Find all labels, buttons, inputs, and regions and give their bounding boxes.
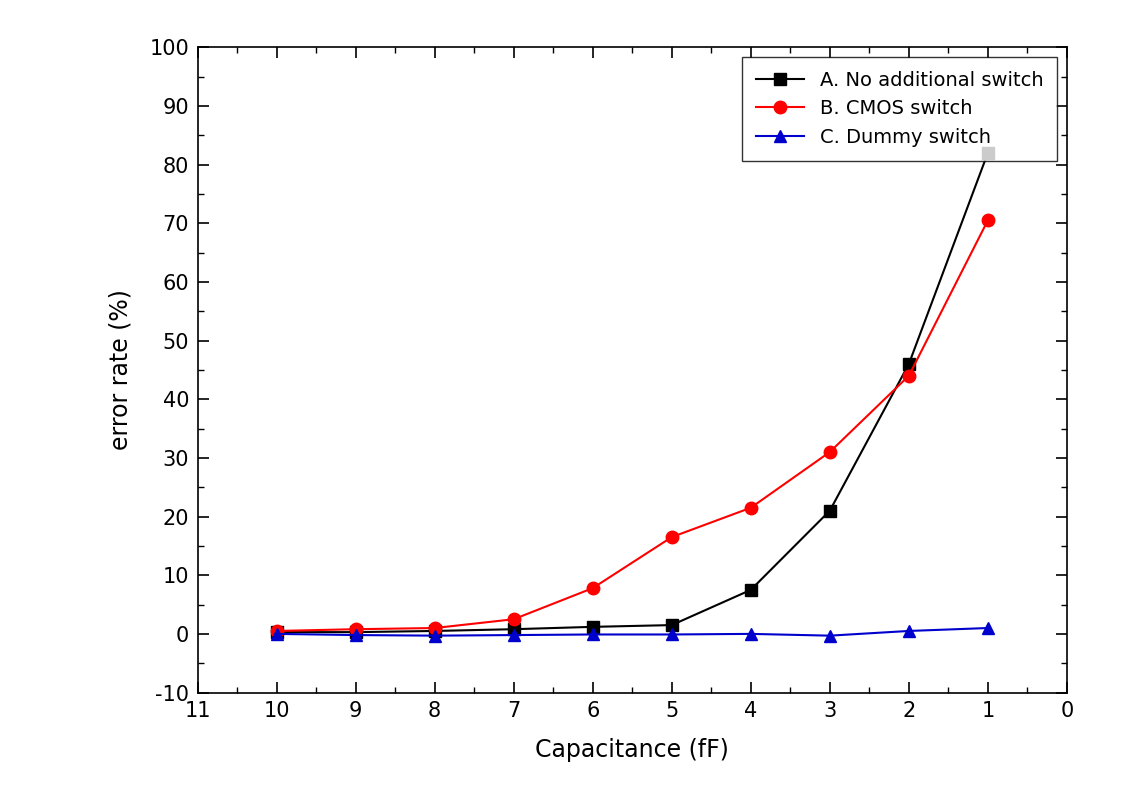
B. CMOS switch [823,447,837,456]
B. CMOS switch [428,623,441,633]
A. No additional switch [586,623,599,632]
Line: C. Dummy switch: C. Dummy switch [270,622,995,642]
C. Dummy switch [349,630,362,640]
B. CMOS switch [586,583,599,593]
B. CMOS switch [507,615,520,624]
B. CMOS switch [349,624,362,634]
B. CMOS switch [902,371,916,380]
C. Dummy switch [586,630,599,639]
A. No additional switch [665,620,679,630]
B. CMOS switch [981,216,995,225]
Legend: A. No additional switch, B. CMOS switch, C. Dummy switch: A. No additional switch, B. CMOS switch,… [742,57,1057,161]
C. Dummy switch [428,631,441,641]
C. Dummy switch [902,626,916,636]
A. No additional switch [507,624,520,634]
A. No additional switch [744,586,758,595]
A. No additional switch [823,506,837,515]
A. No additional switch [270,627,283,637]
Y-axis label: error rate (%): error rate (%) [108,290,133,450]
Line: A. No additional switch: A. No additional switch [271,147,994,637]
A. No additional switch [902,360,916,369]
B. CMOS switch [665,532,679,541]
C. Dummy switch [665,630,679,639]
C. Dummy switch [507,630,520,640]
C. Dummy switch [270,629,283,638]
A. No additional switch [428,626,441,636]
C. Dummy switch [981,623,995,633]
C. Dummy switch [744,629,758,638]
X-axis label: Capacitance (fF): Capacitance (fF) [535,737,729,762]
A. No additional switch [349,627,362,637]
B. CMOS switch [744,503,758,512]
A. No additional switch [981,148,995,157]
Line: B. CMOS switch: B. CMOS switch [270,214,995,637]
C. Dummy switch [823,631,837,641]
B. CMOS switch [270,626,283,636]
